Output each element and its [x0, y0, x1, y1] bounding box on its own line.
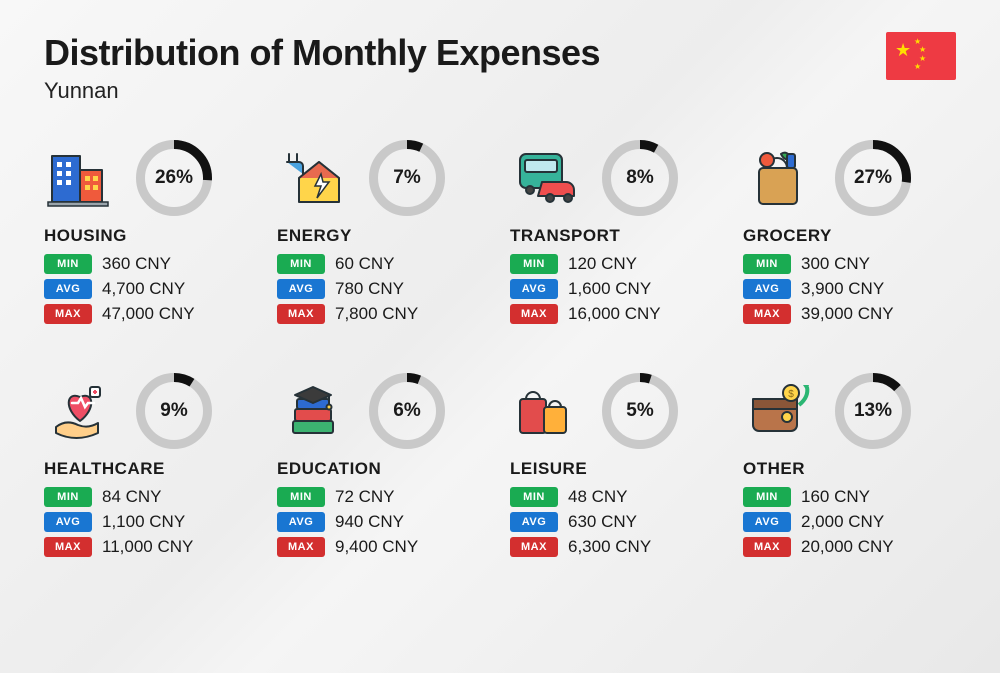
max-value: 11,000 CNY	[102, 537, 193, 557]
category-name: ENERGY	[277, 226, 490, 246]
min-badge: MIN	[277, 254, 325, 274]
max-value: 20,000 CNY	[801, 537, 894, 557]
flag-icon: ★★★★★	[886, 32, 956, 80]
min-badge: MIN	[277, 487, 325, 507]
heart-hand-icon	[44, 379, 116, 443]
category-card-transport: 8% TRANSPORT MIN 120 CNY AVG 1,600 CNY MAX…	[510, 140, 723, 329]
max-value: 16,000 CNY	[568, 304, 661, 324]
avg-badge: AVG	[44, 279, 92, 299]
max-badge: MAX	[743, 304, 791, 324]
avg-value: 1,600 CNY	[568, 279, 651, 299]
max-value: 7,800 CNY	[335, 304, 418, 324]
bus-car-icon	[510, 146, 582, 210]
percent-donut: 5%	[602, 373, 678, 449]
min-badge: MIN	[743, 487, 791, 507]
percent-label: 13%	[835, 373, 911, 449]
max-badge: MAX	[510, 537, 558, 557]
category-card-healthcare: 9% HEALTHCARE MIN 84 CNY AVG 1,100 CNY MAX…	[44, 373, 257, 562]
avg-badge: AVG	[44, 512, 92, 532]
energy-house-icon	[277, 146, 349, 210]
category-name: HOUSING	[44, 226, 257, 246]
max-badge: MAX	[44, 537, 92, 557]
svg-text:$: $	[788, 389, 794, 400]
percent-donut: 7%	[369, 140, 445, 216]
max-badge: MAX	[277, 537, 325, 557]
percent-donut: 9%	[136, 373, 212, 449]
category-name: HEALTHCARE	[44, 459, 257, 479]
max-value: 39,000 CNY	[801, 304, 894, 324]
percent-donut: 8%	[602, 140, 678, 216]
avg-badge: AVG	[510, 279, 558, 299]
category-name: TRANSPORT	[510, 226, 723, 246]
min-badge: MIN	[510, 254, 558, 274]
percent-label: 27%	[835, 140, 911, 216]
max-value: 47,000 CNY	[102, 304, 195, 324]
avg-value: 940 CNY	[335, 512, 404, 532]
avg-value: 4,700 CNY	[102, 279, 185, 299]
max-value: 6,300 CNY	[568, 537, 651, 557]
avg-value: 1,100 CNY	[102, 512, 185, 532]
avg-badge: AVG	[510, 512, 558, 532]
percent-donut: 6%	[369, 373, 445, 449]
min-value: 360 CNY	[102, 254, 171, 274]
category-card-leisure: 5% LEISURE MIN 48 CNY AVG 630 CNY MAX 6,300…	[510, 373, 723, 562]
min-badge: MIN	[44, 254, 92, 274]
category-name: GROCERY	[743, 226, 956, 246]
min-badge: MIN	[510, 487, 558, 507]
percent-label: 7%	[369, 140, 445, 216]
avg-badge: AVG	[277, 279, 325, 299]
category-name: OTHER	[743, 459, 956, 479]
category-card-energy: 7% ENERGY MIN 60 CNY AVG 780 CNY MAX 7,800 …	[277, 140, 490, 329]
buildings-icon	[44, 146, 116, 210]
category-card-grocery: 27% GROCERY MIN 300 CNY AVG 3,900 CNY MAX 3…	[743, 140, 956, 329]
avg-badge: AVG	[743, 512, 791, 532]
shopping-bags-icon	[510, 379, 582, 443]
category-card-other: $ 13% OTHER MIN 160 CNY AVG 2,000 CNY MAX 2…	[743, 373, 956, 562]
max-badge: MAX	[277, 304, 325, 324]
min-value: 300 CNY	[801, 254, 870, 274]
grocery-bag-icon	[743, 146, 815, 210]
avg-value: 2,000 CNY	[801, 512, 884, 532]
max-value: 9,400 CNY	[335, 537, 418, 557]
min-value: 160 CNY	[801, 487, 870, 507]
min-badge: MIN	[743, 254, 791, 274]
percent-donut: 27%	[835, 140, 911, 216]
percent-donut: 13%	[835, 373, 911, 449]
max-badge: MAX	[743, 537, 791, 557]
avg-value: 780 CNY	[335, 279, 404, 299]
page-subtitle: Yunnan	[44, 78, 600, 104]
min-value: 120 CNY	[568, 254, 637, 274]
percent-label: 26%	[136, 140, 212, 216]
category-card-housing: 26% HOUSING MIN 360 CNY AVG 4,700 CNY MAX 4…	[44, 140, 257, 329]
min-value: 60 CNY	[335, 254, 395, 274]
min-value: 48 CNY	[568, 487, 628, 507]
percent-label: 5%	[602, 373, 678, 449]
max-badge: MAX	[510, 304, 558, 324]
page-title: Distribution of Monthly Expenses	[44, 32, 600, 74]
category-name: EDUCATION	[277, 459, 490, 479]
wallet-arrow-icon: $	[743, 379, 815, 443]
percent-label: 8%	[602, 140, 678, 216]
avg-badge: AVG	[743, 279, 791, 299]
category-card-education: 6% EDUCATION MIN 72 CNY AVG 940 CNY MAX 9,4…	[277, 373, 490, 562]
max-badge: MAX	[44, 304, 92, 324]
percent-donut: 26%	[136, 140, 212, 216]
category-name: LEISURE	[510, 459, 723, 479]
avg-value: 630 CNY	[568, 512, 637, 532]
avg-value: 3,900 CNY	[801, 279, 884, 299]
category-grid: 26% HOUSING MIN 360 CNY AVG 4,700 CNY MAX 4…	[44, 140, 956, 562]
min-value: 84 CNY	[102, 487, 162, 507]
min-value: 72 CNY	[335, 487, 395, 507]
min-badge: MIN	[44, 487, 92, 507]
percent-label: 9%	[136, 373, 212, 449]
grad-books-icon	[277, 379, 349, 443]
percent-label: 6%	[369, 373, 445, 449]
avg-badge: AVG	[277, 512, 325, 532]
